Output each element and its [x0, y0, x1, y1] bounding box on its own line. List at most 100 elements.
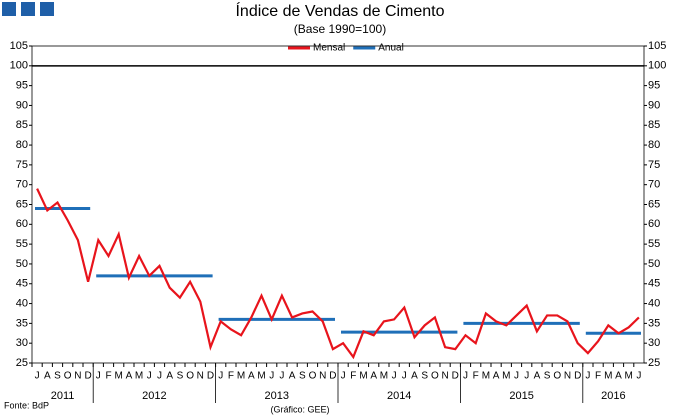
y-tick-label: 45 — [16, 278, 28, 290]
x-tick-label: J — [402, 371, 407, 382]
y-tick-label: 55 — [16, 238, 28, 250]
x-tick-label: J — [218, 371, 223, 382]
x-tick-label: J — [157, 371, 162, 382]
x-tick-label: M — [604, 371, 612, 382]
y-tick-label: 40 — [16, 297, 28, 309]
x-tick-label: A — [126, 371, 133, 382]
x-tick-label: D — [207, 371, 214, 382]
x-tick-label: N — [564, 371, 571, 382]
x-tick-label: M — [135, 371, 143, 382]
x-tick-label: A — [248, 371, 255, 382]
x-tick-label: M — [380, 371, 388, 382]
x-tick-label: A — [166, 371, 173, 382]
year-label: 2016 — [601, 390, 625, 402]
y-tick-label: 60 — [16, 218, 28, 230]
year-label: 2011 — [51, 390, 75, 402]
y2-tick-label: 55 — [648, 238, 660, 250]
x-tick-label: S — [54, 371, 61, 382]
x-tick-label: J — [392, 371, 397, 382]
x-tick-label: O — [309, 371, 317, 382]
x-tick-label: J — [636, 371, 641, 382]
x-tick-label: A — [534, 371, 541, 382]
x-tick-label: A — [411, 371, 418, 382]
y2-tick-label: 80 — [648, 139, 660, 151]
y2-tick-label: 25 — [648, 357, 660, 369]
x-tick-label: M — [359, 371, 367, 382]
x-tick-label: A — [615, 371, 622, 382]
y2-tick-label: 70 — [648, 179, 660, 191]
y2-tick-label: 95 — [648, 80, 660, 92]
x-tick-label: N — [197, 371, 204, 382]
x-tick-label: M — [502, 371, 510, 382]
year-label: 2013 — [265, 390, 289, 402]
y2-tick-label: 45 — [648, 278, 660, 290]
x-tick-label: S — [299, 371, 306, 382]
y-tick-label: 65 — [16, 198, 28, 210]
x-tick-label: F — [473, 371, 479, 382]
legend-label: Anual — [378, 43, 404, 54]
icon — [40, 2, 54, 16]
x-tick-label: A — [44, 371, 51, 382]
x-tick-label: D — [574, 371, 581, 382]
x-tick-label: J — [585, 371, 590, 382]
year-label: 2015 — [509, 390, 533, 402]
x-tick-label: F — [105, 371, 111, 382]
x-tick-label: J — [341, 371, 346, 382]
y2-tick-label: 65 — [648, 198, 660, 210]
y2-tick-label: 75 — [648, 159, 660, 171]
x-tick-label: O — [64, 371, 72, 382]
y-tick-label: 75 — [16, 159, 28, 171]
y-tick-label: 100 — [10, 60, 28, 72]
y-tick-label: 85 — [16, 119, 28, 131]
x-tick-label: F — [595, 371, 601, 382]
x-tick-label: S — [421, 371, 428, 382]
legend-label: Mensal — [313, 43, 345, 54]
x-tick-label: J — [269, 371, 274, 382]
x-tick-label: N — [441, 371, 448, 382]
x-tick-label: D — [452, 371, 459, 382]
y-tick-label: 95 — [16, 80, 28, 92]
y-tick-label: 50 — [16, 258, 28, 270]
x-tick-label: F — [228, 371, 234, 382]
x-tick-label: S — [544, 371, 551, 382]
chart-title: Índice de Vendas de Cimento — [235, 1, 444, 20]
x-tick-label: J — [524, 371, 529, 382]
chart-subtitle: (Base 1990=100) — [294, 22, 386, 36]
y2-tick-label: 30 — [648, 337, 660, 349]
x-tick-label: A — [289, 371, 296, 382]
y-tick-label: 25 — [16, 357, 28, 369]
x-tick-label: M — [237, 371, 245, 382]
icon — [2, 2, 16, 16]
y-tick-label: 70 — [16, 179, 28, 191]
y2-tick-label: 35 — [648, 317, 660, 329]
y2-tick-label: 50 — [648, 258, 660, 270]
y2-tick-label: 105 — [648, 40, 666, 52]
credit: (Gráfico: GEE) — [270, 404, 329, 414]
x-tick-label: A — [493, 371, 500, 382]
x-tick-label: S — [177, 371, 184, 382]
x-tick-label: M — [482, 371, 490, 382]
x-tick-label: O — [186, 371, 194, 382]
x-tick-label: A — [370, 371, 377, 382]
y2-tick-label: 100 — [648, 60, 666, 72]
x-tick-label: D — [84, 371, 91, 382]
x-tick-label: O — [553, 371, 561, 382]
x-tick-label: O — [431, 371, 439, 382]
y2-tick-label: 40 — [648, 297, 660, 309]
year-label: 2012 — [142, 390, 166, 402]
source: Fonte: BdP — [4, 400, 49, 410]
x-tick-label: J — [514, 371, 519, 382]
y-tick-label: 35 — [16, 317, 28, 329]
x-tick-label: N — [319, 371, 326, 382]
y-tick-label: 30 — [16, 337, 28, 349]
y-tick-label: 105 — [10, 40, 28, 52]
x-tick-label: J — [35, 371, 40, 382]
x-tick-label: F — [350, 371, 356, 382]
y-tick-label: 90 — [16, 99, 28, 111]
x-tick-label: J — [279, 371, 284, 382]
y2-tick-label: 85 — [648, 119, 660, 131]
icon — [21, 2, 35, 16]
x-tick-label: D — [329, 371, 336, 382]
x-tick-label: M — [115, 371, 123, 382]
